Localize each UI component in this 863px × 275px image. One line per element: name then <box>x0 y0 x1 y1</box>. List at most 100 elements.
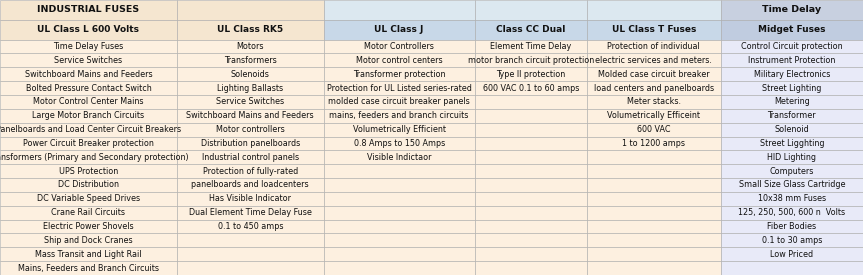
Text: DC Distribution: DC Distribution <box>58 180 119 189</box>
Bar <box>721 0 863 20</box>
Bar <box>475 220 587 233</box>
Text: 125, 250, 500, 600 n  Volts: 125, 250, 500, 600 n Volts <box>738 208 846 217</box>
Bar <box>475 178 587 192</box>
Bar <box>0 150 177 164</box>
Bar <box>0 247 177 261</box>
Text: UL Class J: UL Class J <box>375 25 424 34</box>
Bar <box>475 81 587 95</box>
Text: panelboards and loadcenters: panelboards and loadcenters <box>192 180 309 189</box>
Text: 0.8 Amps to 150 Amps: 0.8 Amps to 150 Amps <box>354 139 444 148</box>
Text: Motor control centers: Motor control centers <box>356 56 443 65</box>
Text: Time Delay: Time Delay <box>762 6 822 14</box>
Text: Volumetrically Efficeint: Volumetrically Efficeint <box>608 111 700 120</box>
Bar <box>475 206 587 220</box>
Text: Service Switches: Service Switches <box>217 97 284 106</box>
Text: Molded case circuit breaker: Molded case circuit breaker <box>598 70 709 79</box>
Bar <box>475 136 587 150</box>
Bar <box>475 164 587 178</box>
Bar <box>587 261 721 275</box>
Bar <box>177 20 324 40</box>
Bar <box>475 192 587 206</box>
Bar <box>0 95 177 109</box>
Text: Bolted Pressure Contact Switch: Bolted Pressure Contact Switch <box>26 84 151 93</box>
Bar <box>587 81 721 95</box>
Bar <box>587 164 721 178</box>
Bar <box>324 136 475 150</box>
Bar <box>177 247 324 261</box>
Bar <box>0 0 177 20</box>
Bar <box>324 53 475 67</box>
Text: 10x38 mm Fuses: 10x38 mm Fuses <box>758 194 826 203</box>
Bar <box>0 261 177 275</box>
Bar <box>0 67 177 81</box>
Bar <box>721 67 863 81</box>
Bar <box>475 123 587 136</box>
Text: 600 VAC: 600 VAC <box>637 125 671 134</box>
Bar <box>177 261 324 275</box>
Bar <box>587 67 721 81</box>
Bar <box>0 220 177 233</box>
Bar <box>0 123 177 136</box>
Text: Volumetrically Efficient: Volumetrically Efficient <box>353 125 445 134</box>
Bar <box>587 206 721 220</box>
Text: Visible Indictaor: Visible Indictaor <box>367 153 432 162</box>
Bar <box>721 40 863 53</box>
Bar <box>0 178 177 192</box>
Bar <box>475 40 587 53</box>
Bar <box>721 164 863 178</box>
Bar <box>177 53 324 67</box>
Text: Transformers (Primary and Secondary protection): Transformers (Primary and Secondary prot… <box>0 153 188 162</box>
Text: Dual Element Time Delay Fuse: Dual Element Time Delay Fuse <box>189 208 312 217</box>
Bar <box>587 53 721 67</box>
Text: molded case circuit breaker panels: molded case circuit breaker panels <box>328 97 470 106</box>
Text: Switchboard Mains and Feeders: Switchboard Mains and Feeders <box>186 111 314 120</box>
Bar <box>324 123 475 136</box>
Bar <box>0 20 177 40</box>
Bar <box>721 178 863 192</box>
Bar <box>324 67 475 81</box>
Bar <box>177 95 324 109</box>
Bar <box>587 233 721 247</box>
Text: Protection for UL Listed series-rated: Protection for UL Listed series-rated <box>327 84 471 93</box>
Text: Fiber Bodies: Fiber Bodies <box>767 222 816 231</box>
Bar <box>475 0 587 20</box>
Bar <box>475 53 587 67</box>
Bar <box>475 247 587 261</box>
Bar <box>324 95 475 109</box>
Text: Industrial control panels: Industrial control panels <box>202 153 299 162</box>
Text: load centers and panelboards: load centers and panelboards <box>594 84 714 93</box>
Bar <box>475 67 587 81</box>
Bar <box>177 178 324 192</box>
Bar <box>0 136 177 150</box>
Bar <box>177 67 324 81</box>
Bar <box>587 40 721 53</box>
Bar <box>587 150 721 164</box>
Text: Class CC Dual: Class CC Dual <box>496 25 565 34</box>
Bar <box>587 178 721 192</box>
Bar <box>177 136 324 150</box>
Bar <box>0 40 177 53</box>
Bar <box>324 109 475 123</box>
Bar <box>324 233 475 247</box>
Bar <box>324 81 475 95</box>
Bar <box>721 233 863 247</box>
Text: Type II protection: Type II protection <box>496 70 565 79</box>
Text: UL Class L 600 Volts: UL Class L 600 Volts <box>37 25 140 34</box>
Bar <box>475 150 587 164</box>
Text: Mass Transit and Light Rail: Mass Transit and Light Rail <box>35 250 142 259</box>
Bar <box>0 109 177 123</box>
Bar <box>475 95 587 109</box>
Text: Has Visible Indicator: Has Visible Indicator <box>209 194 292 203</box>
Bar <box>721 109 863 123</box>
Bar <box>0 206 177 220</box>
Text: Solenoids: Solenoids <box>230 70 270 79</box>
Text: Element Time Delay: Element Time Delay <box>490 42 571 51</box>
Bar <box>721 53 863 67</box>
Text: Service Switches: Service Switches <box>54 56 123 65</box>
Bar <box>324 150 475 164</box>
Bar <box>587 109 721 123</box>
Bar <box>177 109 324 123</box>
Bar <box>587 123 721 136</box>
Text: UPS Protection: UPS Protection <box>59 167 118 176</box>
Bar <box>177 192 324 206</box>
